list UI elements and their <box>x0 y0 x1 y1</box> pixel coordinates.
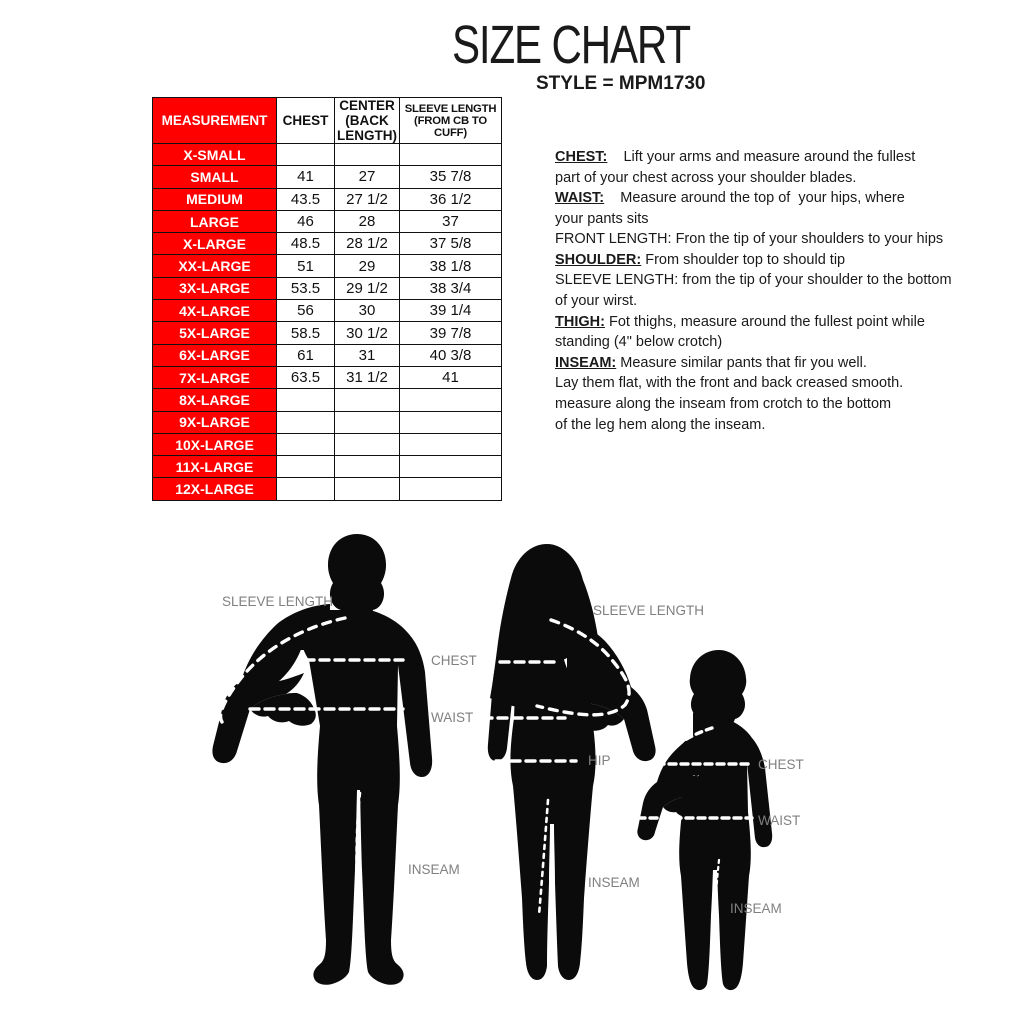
svg-text:INSEAM: INSEAM <box>588 875 640 890</box>
svg-text:WAIST: WAIST <box>758 813 800 828</box>
svg-text:INSEAM: INSEAM <box>730 901 782 916</box>
svg-text:INSEAM: INSEAM <box>408 862 460 877</box>
svg-text:CHEST: CHEST <box>431 653 477 668</box>
svg-text:SLEEVE LENGTH: SLEEVE LENGTH <box>222 594 333 609</box>
svg-text:HIP: HIP <box>588 753 611 768</box>
svg-text:SLEEVE LENGTH: SLEEVE LENGTH <box>593 603 704 618</box>
svg-text:WAIST: WAIST <box>431 710 473 725</box>
svg-text:CHEST: CHEST <box>758 757 804 772</box>
